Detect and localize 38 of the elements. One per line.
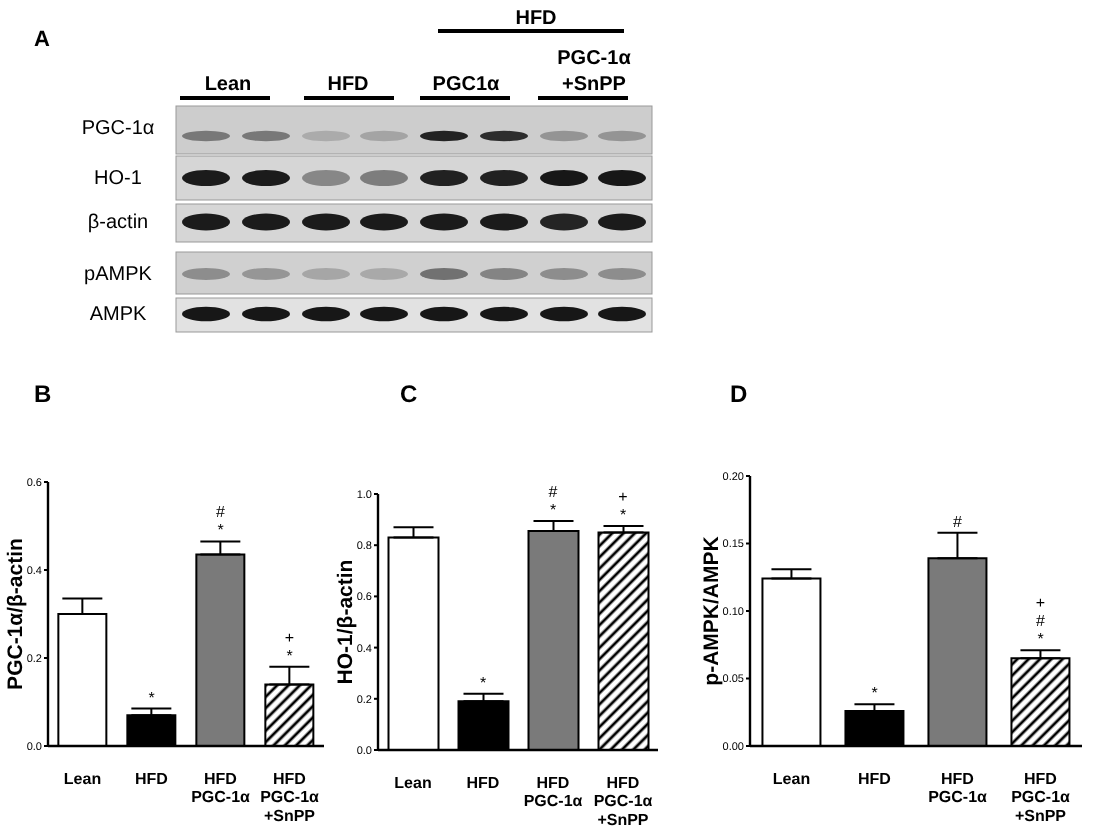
text: β-actin [87,211,149,233]
x-tick-label: HFD [135,770,169,788]
y-axis-title: p-AMPK/AMPK [700,535,724,686]
text: PGC1α [432,73,502,95]
x-tick-label: Lean [772,770,811,788]
x-tick-label: HFD PGC-1α +SnPP [260,770,320,825]
text: pAMPK [84,263,153,285]
annotation: + * [618,488,629,524]
chart-title: B [34,380,52,408]
text: HO-1 [94,167,143,189]
annotation: + # * [1035,594,1047,649]
x-tick-label: Lean [63,770,102,788]
annotation: + * [284,628,295,665]
annotation: * [479,673,487,692]
x-tick-label: HFD PGC-1α +SnPP [593,774,653,829]
y-axis-title: HO-1/β-actin [334,559,358,685]
annotation: * [871,684,878,703]
y-axis-title: PGC-1α/β-actin [4,538,28,690]
annotation: # * [548,482,559,519]
text: Lean [204,73,252,95]
x-tick-label: HFD [858,770,892,788]
x-tick-label: HFD PGC-1α +SnPP [1011,770,1071,825]
text: AMPK [89,303,147,325]
x-tick-label: HFD [466,774,500,792]
chart-title: C [400,380,418,408]
text: PGC-1α [81,117,155,139]
annotation: # * [216,503,227,540]
x-tick-label: HFD PGC-1α [191,770,251,807]
x-tick-label: HFD PGC-1α [928,770,988,807]
text: HFD [515,7,557,29]
text: PGC-1α +SnPP [557,47,633,95]
annotation: * [148,688,155,707]
text: A [34,28,50,52]
x-tick-label: Lean [394,774,432,792]
x-tick-label: HFD PGC-1α [523,774,583,811]
chart-title: D [730,380,748,408]
text: HFD [327,73,369,95]
annotation: # [953,512,964,531]
